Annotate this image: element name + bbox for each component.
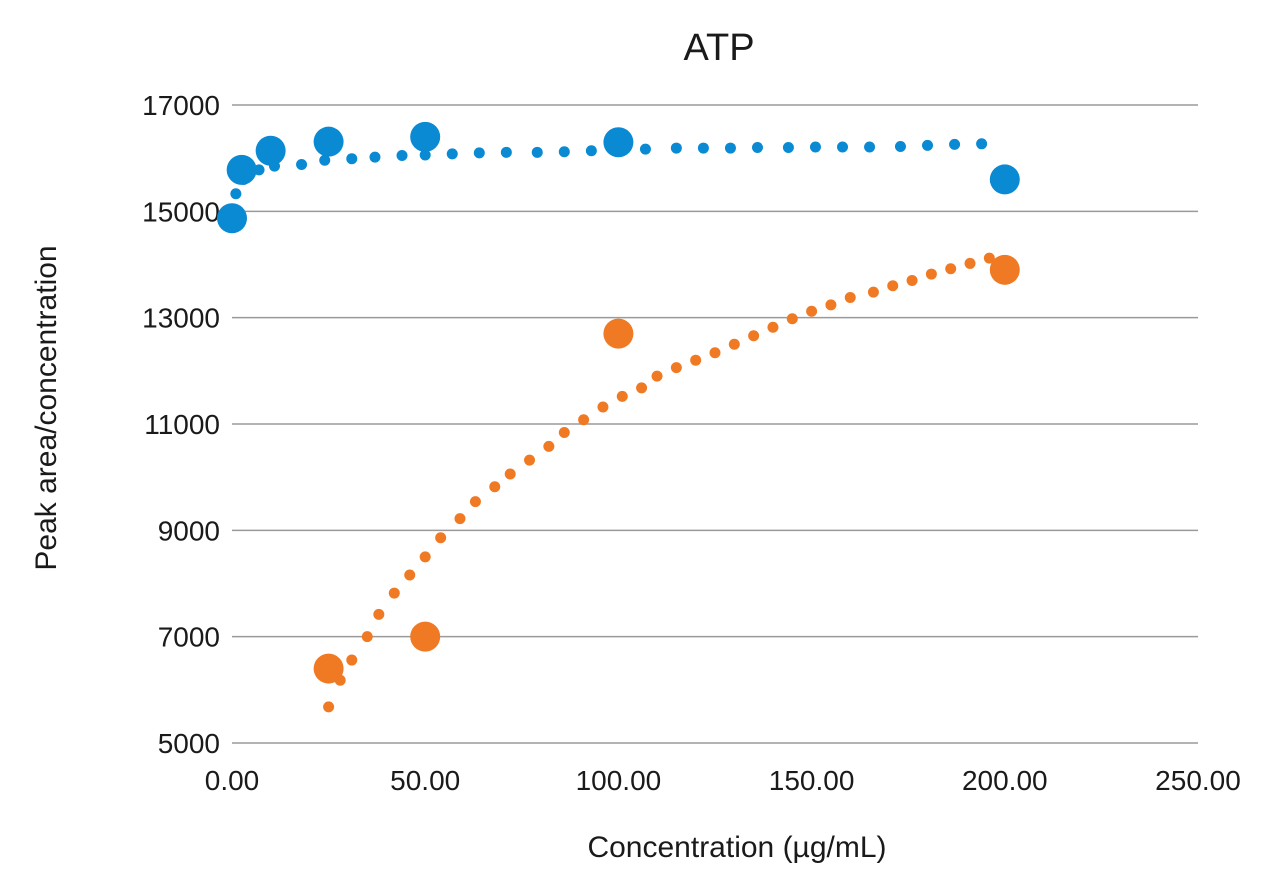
series-orange-trend-dot — [690, 354, 702, 366]
series-orange-point — [410, 621, 441, 652]
y-tick-9000: 9000 — [158, 515, 220, 546]
series-orange-trend-dot — [728, 338, 740, 350]
series-blue-trend-dot — [369, 151, 381, 163]
series-blue-trend-dot — [500, 146, 512, 158]
series-orange-trend-dot — [469, 496, 481, 508]
series-orange-trend-dot — [543, 440, 555, 452]
series-blue-point — [313, 126, 344, 157]
data-points — [217, 121, 1020, 684]
series-orange-trend-dot — [964, 257, 976, 269]
series-orange-trend-dot — [524, 454, 536, 466]
y-axis-label: Peak area/concentration — [30, 245, 63, 570]
series-orange-trend-dot — [786, 313, 798, 325]
series-blue-trend-dot — [419, 149, 431, 161]
series-blue-point — [226, 154, 257, 185]
series-blue-trend-dot — [346, 153, 358, 165]
series-blue-trend-dot — [670, 142, 682, 154]
series-orange-trend-dot — [388, 587, 400, 599]
series-blue-trend-dot — [531, 146, 543, 158]
x-tick-250: 250.00 — [1155, 765, 1241, 796]
series-blue-trend-dot — [949, 138, 961, 150]
series-orange-trend-dot — [558, 427, 570, 439]
series-blue-trend-dot — [319, 154, 331, 166]
series-orange-trend-dot — [709, 347, 721, 359]
series-orange-trend-dot — [887, 280, 899, 292]
series-blue-point — [989, 164, 1020, 195]
series-orange-trend-dot — [578, 414, 590, 426]
series-orange-trend-dot — [489, 481, 501, 493]
series-blue-point — [410, 121, 441, 152]
y-tick-13000: 13000 — [142, 303, 220, 334]
series-orange-trend-dot — [454, 513, 466, 525]
y-tick-7000: 7000 — [158, 622, 220, 653]
series-orange-trend-dot — [616, 390, 628, 402]
series-blue-trend-dot — [639, 143, 651, 155]
x-tick-labels: 0.00 50.00 100.00 150.00 200.00 250.00 — [205, 765, 1241, 796]
series-orange-trend-dot — [373, 608, 385, 620]
series-blue-point — [217, 203, 247, 234]
series-blue-trend-dot — [752, 142, 764, 154]
x-tick-200: 200.00 — [962, 765, 1048, 796]
x-axis-label: Concentration (µg/mL) — [587, 831, 886, 864]
series-blue-trend-dot — [697, 142, 709, 154]
series-blue-trend-dot — [230, 188, 242, 200]
x-tick-50: 50.00 — [390, 765, 460, 796]
series-orange-trend-dot — [983, 252, 995, 264]
series-orange-trend-dot — [945, 263, 957, 275]
series-blue-trend-dot — [446, 148, 458, 160]
series-orange-trend-dot — [844, 291, 856, 303]
series-orange-point — [313, 653, 344, 684]
series-blue-trend-dot — [922, 139, 934, 151]
series-orange-trend-dot — [404, 569, 416, 581]
series-blue-trend-dot — [296, 159, 308, 171]
series-orange-trend-dot — [825, 299, 837, 311]
series-orange-point — [989, 254, 1020, 285]
y-tick-11000: 11000 — [144, 409, 220, 440]
series-orange-trend-dot — [597, 401, 609, 413]
series-orange-trend-dot — [361, 631, 373, 643]
series-orange-trend-dot — [435, 532, 447, 544]
series-blue-trend-dot — [782, 142, 794, 154]
series-blue-trend-dot — [837, 141, 849, 153]
grid-lines — [232, 104, 1198, 744]
series-blue-trend-dot — [558, 146, 570, 158]
series-blue-trend-dot — [894, 140, 906, 152]
chart-title: ATP — [683, 27, 754, 69]
series-orange-trend-dot — [906, 274, 918, 286]
series-orange-trend-dot — [767, 321, 779, 333]
series-blue-trend-dot — [473, 147, 485, 159]
series-orange-trend-dot — [323, 701, 335, 713]
series-orange-trend-dot — [748, 330, 760, 342]
series-orange-trend-dot — [346, 654, 358, 666]
series-blue-trend-dot — [976, 138, 988, 150]
y-tick-labels: 5000 7000 9000 11000 13000 15000 17000 — [142, 90, 220, 759]
series-orange-trend-dot — [806, 305, 818, 317]
series-blue-trend-dot — [864, 141, 876, 153]
series-orange-trend-dot — [636, 382, 648, 394]
series-orange-point — [603, 318, 634, 349]
x-tick-150: 150.00 — [769, 765, 855, 796]
series-orange-trend-dot — [651, 370, 663, 382]
series-blue-trend-dot — [585, 145, 597, 157]
series-blue-trend-dot — [396, 150, 408, 162]
series-orange-trend-dot — [504, 468, 516, 480]
series-orange-trend-dot — [925, 268, 937, 280]
series-orange-trend-dot — [419, 551, 431, 563]
series-blue-point — [603, 127, 634, 158]
series-blue-trend-dot — [809, 141, 821, 153]
series-blue-trend-dot — [724, 142, 736, 154]
y-tick-17000: 17000 — [142, 90, 220, 121]
y-tick-15000: 15000 — [142, 196, 220, 227]
x-tick-100: 100.00 — [576, 765, 662, 796]
series-orange-trend-dot — [670, 362, 682, 374]
x-tick-0: 0.00 — [205, 765, 260, 796]
series-orange-trend-dot — [867, 286, 879, 298]
y-tick-5000: 5000 — [158, 728, 220, 759]
series-blue-point — [255, 135, 286, 166]
trendlines — [230, 138, 995, 713]
